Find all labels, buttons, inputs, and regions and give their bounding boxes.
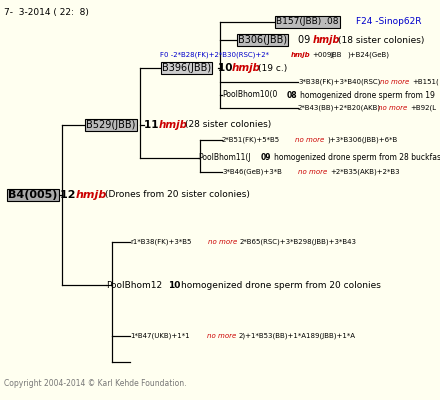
Text: no more: no more — [378, 105, 407, 111]
Text: 10: 10 — [218, 63, 236, 73]
Text: PoolBhom12: PoolBhom12 — [106, 280, 162, 290]
Text: 11: 11 — [144, 120, 162, 130]
Text: no more: no more — [207, 333, 236, 339]
Text: F0 -2*B28(FK)+2*B30(RSC)+2*: F0 -2*B28(FK)+2*B30(RSC)+2* — [160, 52, 269, 58]
Text: B396(JBB): B396(JBB) — [162, 63, 211, 73]
Text: )+3*B306(JBB)+6*B: )+3*B306(JBB)+6*B — [327, 137, 397, 143]
Text: homogenized drone sperm from 19: homogenized drone sperm from 19 — [300, 90, 435, 100]
Text: hmjb: hmjb — [291, 52, 311, 58]
Text: 7-  3-2014 ( 22:  8): 7- 3-2014 ( 22: 8) — [4, 8, 89, 17]
Text: homogenized drone sperm from 20 colonies: homogenized drone sperm from 20 colonies — [181, 280, 381, 290]
Text: hmjb: hmjb — [232, 63, 261, 73]
Text: hmjb: hmjb — [313, 35, 341, 45]
Text: B157(JBB) .08: B157(JBB) .08 — [276, 18, 338, 26]
Text: B306(JBB): B306(JBB) — [238, 35, 287, 45]
Text: 2)+1*B53(BB)+1*A189(JBB)+1*A: 2)+1*B53(BB)+1*A189(JBB)+1*A — [239, 333, 356, 339]
Text: (19 c.): (19 c.) — [258, 64, 287, 72]
Text: 09: 09 — [298, 35, 313, 45]
Text: PoolBhom11(J: PoolBhom11(J — [198, 154, 251, 162]
Text: )+B24(GeB): )+B24(GeB) — [347, 52, 389, 58]
Text: 08: 08 — [287, 90, 297, 100]
Text: 09: 09 — [261, 154, 271, 162]
Text: (18 sister colonies): (18 sister colonies) — [338, 36, 424, 44]
Text: no more: no more — [208, 239, 237, 245]
Text: +B92(L: +B92(L — [410, 105, 436, 111]
Text: B529(JBB): B529(JBB) — [86, 120, 136, 130]
Text: JBB: JBB — [330, 52, 341, 58]
Text: +B151(: +B151( — [412, 79, 439, 85]
Text: 10: 10 — [168, 280, 180, 290]
Text: (28 sister colonies): (28 sister colonies) — [185, 120, 271, 130]
Text: 1*B47(UKB)+1*1: 1*B47(UKB)+1*1 — [130, 333, 190, 339]
Text: r1*B38(FK)+3*B5: r1*B38(FK)+3*B5 — [130, 239, 191, 245]
Text: hmjb: hmjb — [76, 190, 107, 200]
Text: no more: no more — [298, 169, 327, 175]
Text: no more: no more — [380, 79, 409, 85]
Text: 2*B65(RSC)+3*B298(JBB)+3*B43: 2*B65(RSC)+3*B298(JBB)+3*B43 — [240, 239, 357, 245]
Text: no more: no more — [295, 137, 324, 143]
Text: B4(005): B4(005) — [8, 190, 57, 200]
Text: +009(: +009( — [312, 52, 334, 58]
Text: hmjb: hmjb — [159, 120, 188, 130]
Text: 2*B43(BB)+2*B20(AKB): 2*B43(BB)+2*B20(AKB) — [298, 105, 381, 111]
Text: +2*B35(AKB)+2*B3: +2*B35(AKB)+2*B3 — [330, 169, 400, 175]
Text: 2*B51(FK)+5*B5: 2*B51(FK)+5*B5 — [222, 137, 280, 143]
Text: 3*B38(FK)+3*B40(RSC): 3*B38(FK)+3*B40(RSC) — [298, 79, 380, 85]
Text: 3*B46(GeB)+3*B: 3*B46(GeB)+3*B — [222, 169, 282, 175]
Text: F24 -Sinop62R: F24 -Sinop62R — [356, 18, 422, 26]
Text: (Drones from 20 sister colonies): (Drones from 20 sister colonies) — [105, 190, 250, 200]
Text: homogenized drone sperm from 28 buckfast col: homogenized drone sperm from 28 buckfast… — [274, 154, 440, 162]
Text: PoolBhom10(0: PoolBhom10(0 — [222, 90, 277, 100]
Text: Copyright 2004-2014 © Karl Kehde Foundation.: Copyright 2004-2014 © Karl Kehde Foundat… — [4, 379, 187, 388]
Text: 12: 12 — [60, 190, 79, 200]
